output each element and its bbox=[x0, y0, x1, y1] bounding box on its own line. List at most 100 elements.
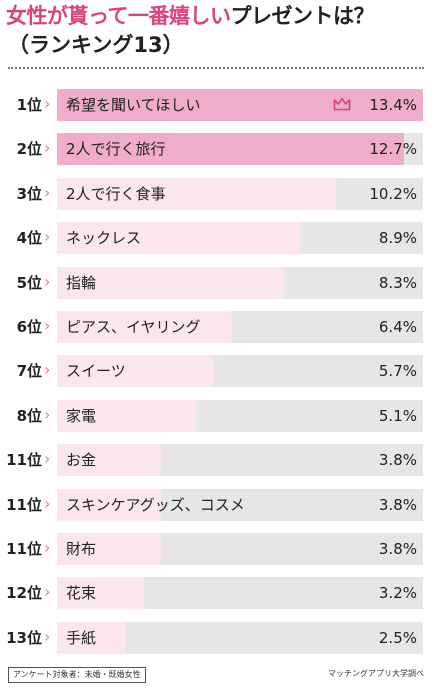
bar-fill bbox=[57, 133, 404, 166]
item-label: ピアス、イヤリング bbox=[66, 318, 201, 336]
item-label: 指輪 bbox=[66, 273, 97, 292]
item-label: 花束 bbox=[66, 584, 97, 603]
item-label: スキンケアグッズ、コスメ bbox=[66, 495, 245, 514]
ranking-row: 8位 › 家電 5.1% bbox=[0, 394, 432, 438]
item-label: 家電 bbox=[66, 406, 97, 425]
item-label: ネックレス bbox=[66, 229, 142, 248]
rank-label: 7位 bbox=[16, 362, 42, 381]
chevron-right-icon: › bbox=[44, 182, 51, 202]
value-label: 8.3% bbox=[378, 273, 417, 292]
item-label: 2人で行く食事 bbox=[66, 184, 166, 203]
chevron-right-icon: › bbox=[44, 271, 51, 291]
value-label: 10.2% bbox=[369, 184, 417, 203]
ranking-row: 11位 › スキンケアグッズ、コスメ 3.8% bbox=[0, 483, 432, 527]
bar-fill bbox=[57, 222, 300, 255]
item-label: 財布 bbox=[66, 540, 97, 558]
item-label: お金 bbox=[66, 451, 97, 470]
item-label: 希望を聞いてほしい bbox=[66, 96, 201, 114]
bar-track bbox=[57, 89, 423, 121]
value-label: 2.5% bbox=[378, 628, 417, 647]
rank-label: 1位 bbox=[16, 96, 42, 114]
chevron-right-icon: › bbox=[44, 94, 51, 113]
bar-track bbox=[57, 266, 423, 299]
rank-label: 6位 bbox=[16, 318, 42, 336]
rank-label: 11位 bbox=[6, 451, 42, 470]
item-label: 手紙 bbox=[66, 628, 97, 647]
chevron-right-icon: › bbox=[44, 449, 51, 469]
rank-label: 2位 bbox=[16, 140, 42, 159]
bar-fill bbox=[57, 89, 423, 121]
bar-track bbox=[57, 577, 423, 610]
rank-label: 8位 bbox=[16, 406, 42, 425]
bar-track bbox=[57, 222, 423, 255]
rank-label: 11位 bbox=[6, 495, 42, 514]
bar-track bbox=[57, 399, 423, 432]
chart-title: 女性が貰って一番嬉しいプレゼントは？ （ランキング13） bbox=[6, 2, 428, 59]
item-label: 2人で行く旅行 bbox=[66, 140, 166, 159]
bar-fill bbox=[57, 355, 213, 388]
title-main: 女性が貰って一番嬉しいプレゼントは？ bbox=[6, 2, 428, 31]
title-subtitle: （ランキング13） bbox=[8, 33, 184, 57]
rank-label: 11位 bbox=[6, 540, 42, 558]
chevron-right-icon: › bbox=[44, 493, 51, 513]
bar-fill bbox=[57, 399, 196, 432]
title-highlight: 女性が貰って一番嬉しい bbox=[6, 4, 231, 28]
value-label: 6.4% bbox=[378, 318, 417, 336]
value-label: 12.7% bbox=[369, 140, 417, 159]
value-label: 5.1% bbox=[378, 406, 417, 425]
ranking-row: 6位 › ピアス、イヤリング 6.4% bbox=[0, 305, 432, 349]
bar-fill bbox=[57, 533, 161, 565]
bar-fill bbox=[57, 621, 125, 654]
source-credit: マッチングアプリ大学調べ bbox=[328, 669, 424, 678]
bar-track bbox=[57, 133, 423, 166]
chevron-right-icon: › bbox=[44, 626, 51, 646]
bar-fill bbox=[57, 266, 284, 299]
value-label: 3.8% bbox=[378, 451, 417, 470]
bar-track bbox=[57, 621, 423, 654]
value-label: 13.4% bbox=[369, 96, 417, 114]
ranking-row: 11位 › お金 3.8% bbox=[0, 438, 432, 482]
chevron-right-icon: › bbox=[44, 138, 51, 158]
ranking-row: 4位 › ネックレス 8.9% bbox=[0, 216, 432, 260]
bar-track bbox=[57, 488, 423, 521]
title-rest: プレゼントは？ bbox=[230, 4, 374, 28]
chevron-right-icon: › bbox=[44, 360, 51, 380]
value-label: 3.8% bbox=[378, 495, 417, 514]
value-label: 3.8% bbox=[378, 540, 417, 558]
bar-fill bbox=[57, 577, 144, 610]
bar-track bbox=[57, 533, 423, 565]
chevron-right-icon: › bbox=[44, 227, 51, 247]
ranking-row: 13位 › 手紙 2.5% bbox=[0, 616, 432, 660]
rank-label: 3位 bbox=[16, 184, 42, 203]
bar-track bbox=[57, 177, 423, 210]
chevron-right-icon: › bbox=[44, 404, 51, 424]
bar-track bbox=[57, 311, 423, 343]
bar-track bbox=[57, 355, 423, 388]
chevron-right-icon: › bbox=[44, 582, 51, 602]
value-label: 8.9% bbox=[378, 229, 417, 248]
ranking-row: 7位 › スイーツ 5.7% bbox=[0, 349, 432, 393]
chevron-right-icon: › bbox=[44, 538, 51, 557]
bar-fill bbox=[57, 177, 336, 210]
ranking-row: 11位 › 財布 3.8% bbox=[0, 527, 432, 571]
ranking-row: 5位 › 指輪 8.3% bbox=[0, 261, 432, 305]
bar-fill bbox=[57, 488, 161, 521]
ranking-row: 12位 › 花束 3.2% bbox=[0, 571, 432, 615]
value-label: 3.2% bbox=[378, 584, 417, 603]
crown-icon bbox=[333, 97, 351, 111]
rank-label: 12位 bbox=[6, 584, 42, 603]
rank-label: 5位 bbox=[16, 273, 42, 292]
ranking-row: 2位 › 2人で行く旅行 12.7% bbox=[0, 127, 432, 171]
item-label: スイーツ bbox=[66, 362, 126, 381]
ranking-row: 3位 › 2人で行く食事 10.2% bbox=[0, 172, 432, 216]
survey-target-note: アンケート対象者：未婚・既婚女性 bbox=[8, 667, 146, 683]
rank-label: 13位 bbox=[6, 628, 42, 647]
bar-fill bbox=[57, 311, 232, 343]
rank-label: 4位 bbox=[16, 229, 42, 248]
bar-fill bbox=[57, 444, 161, 477]
bar-track bbox=[57, 444, 423, 477]
chevron-right-icon: › bbox=[44, 316, 51, 335]
ranking-row: 1位 › 希望を聞いてほしい 13.4% bbox=[0, 83, 432, 127]
title-divider bbox=[8, 67, 424, 69]
value-label: 5.7% bbox=[378, 362, 417, 381]
